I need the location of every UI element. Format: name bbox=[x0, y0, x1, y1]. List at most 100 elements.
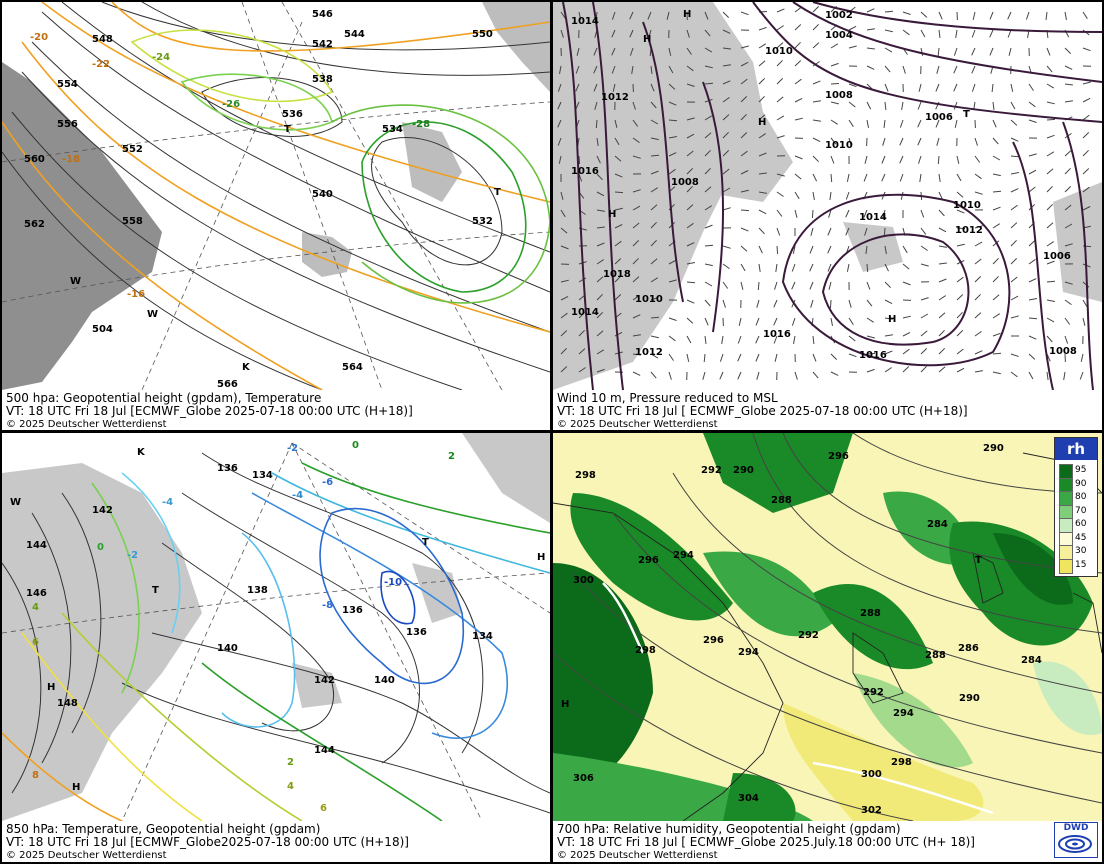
wind-barb bbox=[758, 263, 761, 272]
wind-barb bbox=[992, 223, 1000, 229]
wind-barb bbox=[1010, 119, 1018, 126]
wind-barb bbox=[578, 348, 586, 355]
wind-barb bbox=[758, 77, 766, 85]
marker-h: H bbox=[561, 699, 569, 710]
wind-barb bbox=[686, 133, 695, 139]
wind-barb bbox=[1046, 371, 1049, 380]
wind-barb bbox=[596, 226, 605, 229]
wind-barb bbox=[937, 155, 940, 165]
wind-barb bbox=[722, 168, 730, 175]
wind-barb bbox=[1082, 11, 1088, 19]
h-290c: 290 bbox=[959, 693, 980, 704]
wind-barb bbox=[1046, 222, 1054, 229]
wind-barb bbox=[827, 245, 832, 254]
wind-barb bbox=[593, 47, 598, 56]
label-t-16: -16 bbox=[127, 289, 145, 300]
wind-barb bbox=[1028, 169, 1037, 175]
wind-barb bbox=[992, 155, 1001, 161]
wind-barb bbox=[1063, 371, 1066, 380]
label-t-28: -28 bbox=[412, 119, 430, 130]
wind-barb bbox=[560, 366, 568, 373]
wind-barb bbox=[758, 95, 765, 103]
wind-barb bbox=[1028, 335, 1037, 340]
wind-barb bbox=[866, 368, 875, 373]
wind-barb bbox=[704, 82, 714, 85]
wind-barb bbox=[971, 83, 976, 92]
wind-barb bbox=[1046, 260, 1055, 265]
wind-barb bbox=[614, 275, 621, 283]
wind-barb bbox=[956, 227, 966, 230]
label-504: 504 bbox=[92, 324, 113, 335]
h-292b: 292 bbox=[798, 630, 819, 641]
wind-barb bbox=[722, 64, 731, 67]
wind-barb bbox=[845, 227, 850, 236]
wind-barb bbox=[920, 47, 924, 56]
wind-barb bbox=[668, 335, 676, 342]
wind-barb bbox=[575, 65, 580, 74]
h-140: 140 bbox=[217, 643, 238, 654]
label-548: 548 bbox=[92, 34, 113, 45]
h-140b: 140 bbox=[374, 675, 395, 686]
wind-barb bbox=[917, 119, 922, 128]
wind-barb bbox=[1080, 353, 1084, 362]
wind-barb bbox=[974, 173, 982, 180]
wind-barb bbox=[953, 83, 958, 92]
wind-barb bbox=[758, 43, 767, 49]
wind-barb bbox=[611, 11, 616, 20]
wind-barb bbox=[1010, 137, 1019, 142]
wind-barb bbox=[848, 101, 856, 108]
wind-barb bbox=[1010, 258, 1018, 265]
h-142: 142 bbox=[92, 505, 113, 516]
wind-barb bbox=[989, 29, 994, 38]
wind-barb bbox=[632, 371, 641, 376]
wind-barb bbox=[884, 299, 893, 305]
wind-barb bbox=[992, 352, 1002, 355]
wind-barb bbox=[992, 275, 999, 283]
wind-barb bbox=[560, 245, 569, 250]
wind-barb bbox=[704, 47, 713, 53]
wind-barb bbox=[776, 96, 784, 103]
dwd-logo-text: DWD bbox=[1063, 823, 1089, 833]
wind-barb bbox=[812, 155, 819, 163]
wind-barb bbox=[1046, 335, 1053, 343]
label-550: 550 bbox=[472, 29, 493, 40]
marker-h: H bbox=[683, 9, 691, 20]
wind-barb bbox=[1082, 81, 1091, 85]
wind-barb bbox=[773, 317, 778, 326]
wind-barb bbox=[704, 115, 713, 121]
wind-barb bbox=[812, 335, 815, 345]
wind-barb bbox=[632, 353, 641, 356]
wind-barb bbox=[776, 227, 781, 236]
caption-mslp-line1: Wind 10 m, Pressure reduced to MSL bbox=[557, 391, 778, 405]
wind-barb bbox=[902, 366, 910, 373]
marker-h5: H bbox=[888, 314, 896, 325]
wind-barb bbox=[758, 209, 767, 215]
wind-barb bbox=[1082, 186, 1090, 193]
wind-barb bbox=[1079, 371, 1084, 380]
map-700hpa-rh: 290 296 298 290 292 288 284 294 296 300 … bbox=[553, 433, 1102, 821]
wind-barb bbox=[722, 29, 731, 34]
wind-barb bbox=[1010, 155, 1020, 158]
wind-barb bbox=[596, 368, 605, 373]
wind-barb bbox=[560, 347, 567, 355]
wind-barb bbox=[920, 297, 929, 301]
wind-barb bbox=[776, 115, 785, 121]
h-144: 144 bbox=[26, 540, 47, 551]
wind-barb bbox=[758, 172, 767, 175]
wind-barb bbox=[866, 263, 869, 273]
wind-barb bbox=[884, 281, 891, 289]
t-2b: 2 bbox=[287, 757, 294, 768]
wind-barb bbox=[596, 259, 604, 265]
wind-barb bbox=[866, 281, 871, 290]
wind-barb bbox=[992, 190, 1002, 193]
wind-barb bbox=[884, 245, 887, 254]
marker-h3: H bbox=[758, 117, 766, 128]
wind-barb bbox=[740, 78, 748, 85]
wind-barb bbox=[632, 222, 640, 229]
wind-barb bbox=[883, 227, 886, 237]
wind-barb bbox=[953, 47, 958, 56]
t-0: 0 bbox=[352, 440, 359, 451]
wind-barb bbox=[992, 313, 1001, 319]
wind-barb bbox=[668, 101, 677, 106]
wind-barb bbox=[938, 262, 947, 265]
